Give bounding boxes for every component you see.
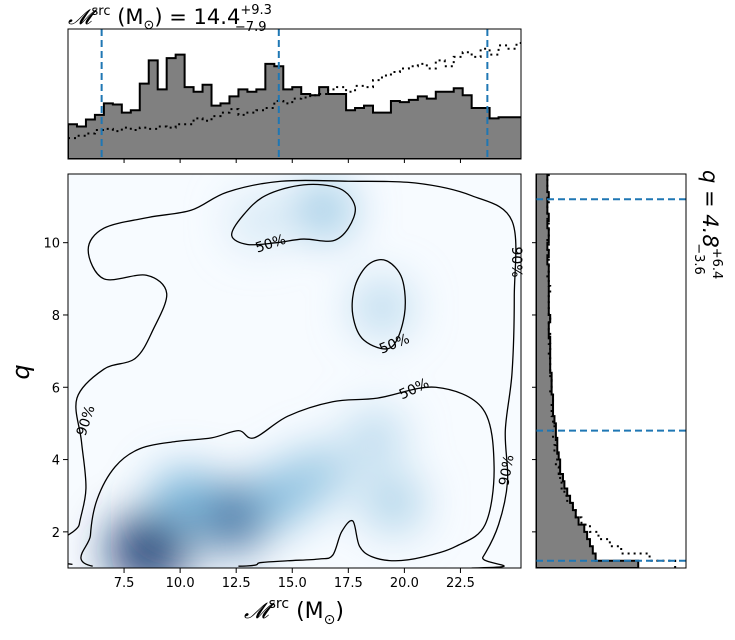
- joint-frame: [67, 173, 522, 569]
- right-frame: [535, 173, 687, 569]
- y-tick-label-3: 8: [52, 309, 60, 324]
- right-prior-hist: [546, 174, 677, 568]
- top-title: 𝓜src (M⊙) = 14.4+9.3 −7.9: [68, 3, 272, 35]
- contour-50-1: [80, 386, 495, 567]
- contour-label-90-b: 90%: [508, 246, 524, 277]
- x-tick-label-3: 15.0: [278, 576, 307, 591]
- contour-50-2: [231, 183, 356, 246]
- contours: [68, 179, 517, 568]
- top-marginal-panel: 𝓜src (M⊙) = 14.4+9.3 −7.9: [67, 3, 522, 163]
- contour-90-0: [68, 179, 517, 568]
- top-title-lower: −7.9: [235, 20, 267, 35]
- x-tick-label-6: 22.5: [446, 576, 475, 591]
- density-blob-7: [293, 181, 355, 240]
- x-axis-label: 𝓜src (M⊙): [244, 596, 344, 628]
- density-heatmap: [107, 181, 423, 568]
- right-title-lower: −3.6: [691, 243, 706, 275]
- x-tick-label-1: 10.0: [166, 576, 195, 591]
- density-blob-8: [352, 280, 412, 336]
- right-posterior-hist: [536, 174, 640, 568]
- x-tick-label-0: 7.5: [114, 576, 135, 591]
- density-blob-4: [288, 445, 350, 503]
- top-frame: [67, 28, 522, 160]
- contour-label-90-c: 90%: [496, 454, 517, 487]
- joint-ticks: 7.5 10.0 12.5 15.0 17.5 20.0 22.5 2 4 6 8 10: [43, 237, 474, 591]
- x-tick-label-5: 20.0: [390, 576, 419, 591]
- y-tick-label-4: 10: [43, 237, 60, 252]
- top-prior-hist: [68, 42, 521, 140]
- right-title: q = 4.8+6.4−3.6: [691, 170, 724, 279]
- joint-panel: 50% 50% 50% 90% 90% 90% 7.5 10.0 12.5 15.0 1…: [7, 173, 524, 628]
- right-title-upper: +6.4: [709, 248, 724, 280]
- top-title-upper: +9.3: [240, 3, 272, 18]
- density-blob-2: [151, 468, 218, 531]
- y-axis-label: q: [7, 364, 35, 379]
- density-blob-0: [107, 513, 190, 568]
- top-title-unit-sub: ⊙: [144, 18, 155, 33]
- y-tick-label-2: 6: [52, 381, 60, 396]
- density-blob-9: [231, 194, 287, 248]
- top-title-value: ) = 14.4: [154, 5, 240, 29]
- density-blob-5: [363, 474, 423, 532]
- right-histogram: [536, 174, 686, 568]
- top-xticks: [123, 159, 461, 163]
- right-marginal-panel: q = 4.8+6.4−3.6: [532, 170, 724, 569]
- density-blob-6: [346, 410, 405, 466]
- top-posterior-hist: [68, 53, 521, 159]
- top-title-unit: (M: [111, 5, 144, 29]
- y-tick-label-1: 4: [52, 454, 60, 469]
- x-tick-label-4: 17.5: [334, 576, 363, 591]
- top-histogram: [68, 29, 521, 159]
- top-title-sup: src: [92, 4, 111, 19]
- right-yticks: [532, 242, 536, 533]
- contour-50-3: [351, 259, 406, 350]
- y-tick-label-0: 2: [52, 526, 60, 541]
- x-tick-label-2: 12.5: [222, 576, 251, 591]
